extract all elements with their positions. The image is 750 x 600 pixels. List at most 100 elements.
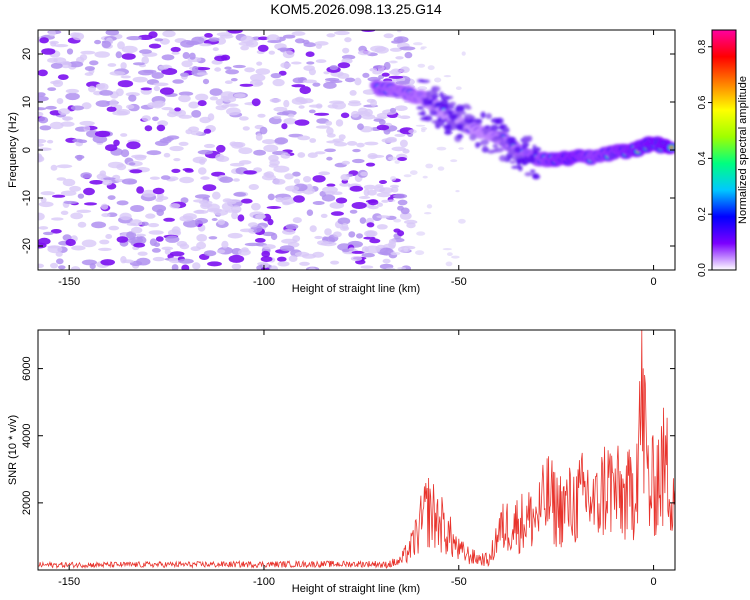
noise-blob	[191, 36, 205, 45]
noise-blob	[170, 46, 181, 53]
noise-blob	[387, 156, 398, 161]
noise-blob	[357, 123, 364, 130]
noise-blob	[189, 52, 196, 60]
signal-halo	[529, 158, 536, 164]
noise-blob	[240, 35, 254, 44]
noise-blob	[100, 259, 115, 266]
noise-blob	[381, 199, 389, 203]
noise-blob	[410, 170, 418, 176]
noise-blob	[404, 51, 413, 59]
noise-blob	[38, 116, 49, 124]
signal-halo	[434, 101, 444, 108]
noise-blob	[269, 265, 279, 270]
noise-blob	[283, 99, 290, 108]
noise-blob	[330, 260, 340, 265]
noise-blob	[163, 152, 171, 158]
signal-halo	[447, 119, 453, 125]
noise-blob	[326, 183, 336, 187]
noise-blob	[291, 31, 306, 36]
noise-blob	[60, 210, 69, 215]
noise-blob	[376, 224, 388, 230]
noise-blob	[358, 107, 368, 115]
noise-blob	[178, 94, 191, 103]
noise-blob	[84, 66, 95, 71]
colorbar-ramp	[711, 29, 737, 271]
y-tick-label: -10	[21, 190, 33, 206]
noise-blob	[320, 213, 328, 218]
noise-blob	[227, 30, 243, 34]
noise-blob	[41, 48, 56, 55]
colorbar-tick-label: 0.4	[697, 151, 708, 165]
noise-blob	[50, 262, 58, 269]
noise-blob	[312, 82, 321, 87]
noise-blob	[239, 116, 249, 121]
noise-blob	[225, 103, 239, 107]
x-tick-label: 0	[651, 276, 657, 288]
signal-halo	[497, 130, 504, 135]
noise-blob	[83, 125, 91, 132]
noise-blob	[458, 218, 466, 224]
noise-blob	[126, 141, 141, 150]
colorbar-tick-label: 0.8	[697, 39, 708, 53]
noise-blob	[369, 238, 381, 244]
noise-blob	[354, 77, 362, 86]
noise-blob	[346, 141, 358, 146]
noise-blob	[169, 251, 185, 257]
noise-blob	[389, 107, 397, 113]
x-tick-label: -100	[253, 576, 275, 588]
noise-blob	[376, 124, 390, 131]
noise-blob	[366, 222, 375, 228]
noise-blob	[136, 257, 151, 266]
snr-y-ticks: 2000 4000 6000	[21, 356, 675, 515]
noise-blob	[294, 251, 310, 257]
signal-halo	[514, 154, 524, 158]
noise-blob	[251, 202, 261, 211]
noise-blob	[179, 176, 195, 184]
noise-blob	[145, 213, 156, 219]
noise-blob	[280, 152, 291, 159]
noise-blob	[315, 43, 322, 49]
noise-blob	[193, 199, 208, 203]
noise-blob	[217, 219, 226, 226]
noise-blob	[277, 256, 287, 262]
noise-blob	[115, 88, 124, 97]
noise-blob	[121, 53, 136, 60]
noise-blob	[362, 72, 370, 78]
noise-blob	[72, 32, 85, 41]
noise-blob	[302, 79, 317, 84]
noise-blob	[292, 217, 302, 224]
noise-blob	[202, 184, 217, 192]
noise-blob	[270, 73, 282, 79]
noise-blob	[267, 218, 274, 226]
noise-blob	[397, 157, 407, 161]
noise-blob	[171, 168, 181, 173]
noise-blob	[458, 147, 464, 150]
noise-blob	[42, 231, 54, 236]
noise-blob	[391, 186, 399, 193]
noise-blob	[125, 92, 140, 97]
noise-blob	[259, 126, 268, 135]
signal-halo	[469, 133, 477, 141]
noise-blob	[191, 110, 202, 118]
noise-blob	[148, 43, 162, 49]
noise-blob	[203, 128, 212, 134]
noise-blob	[273, 165, 290, 173]
noise-blob	[48, 30, 56, 37]
noise-blob	[312, 175, 326, 183]
noise-blob	[80, 50, 96, 55]
noise-blob	[437, 166, 445, 171]
noise-blob	[391, 40, 403, 44]
noise-blob	[338, 134, 346, 140]
noise-blob	[77, 221, 87, 228]
signal-halo	[494, 135, 504, 141]
noise-blob	[51, 217, 64, 221]
signal-halo	[530, 169, 536, 173]
noise-blob	[126, 36, 142, 41]
noise-blob	[339, 182, 351, 187]
noise-blob	[120, 256, 127, 264]
noise-blob	[324, 228, 332, 236]
noise-blob	[356, 233, 363, 239]
noise-blob	[262, 262, 269, 269]
noise-blob	[277, 261, 290, 267]
